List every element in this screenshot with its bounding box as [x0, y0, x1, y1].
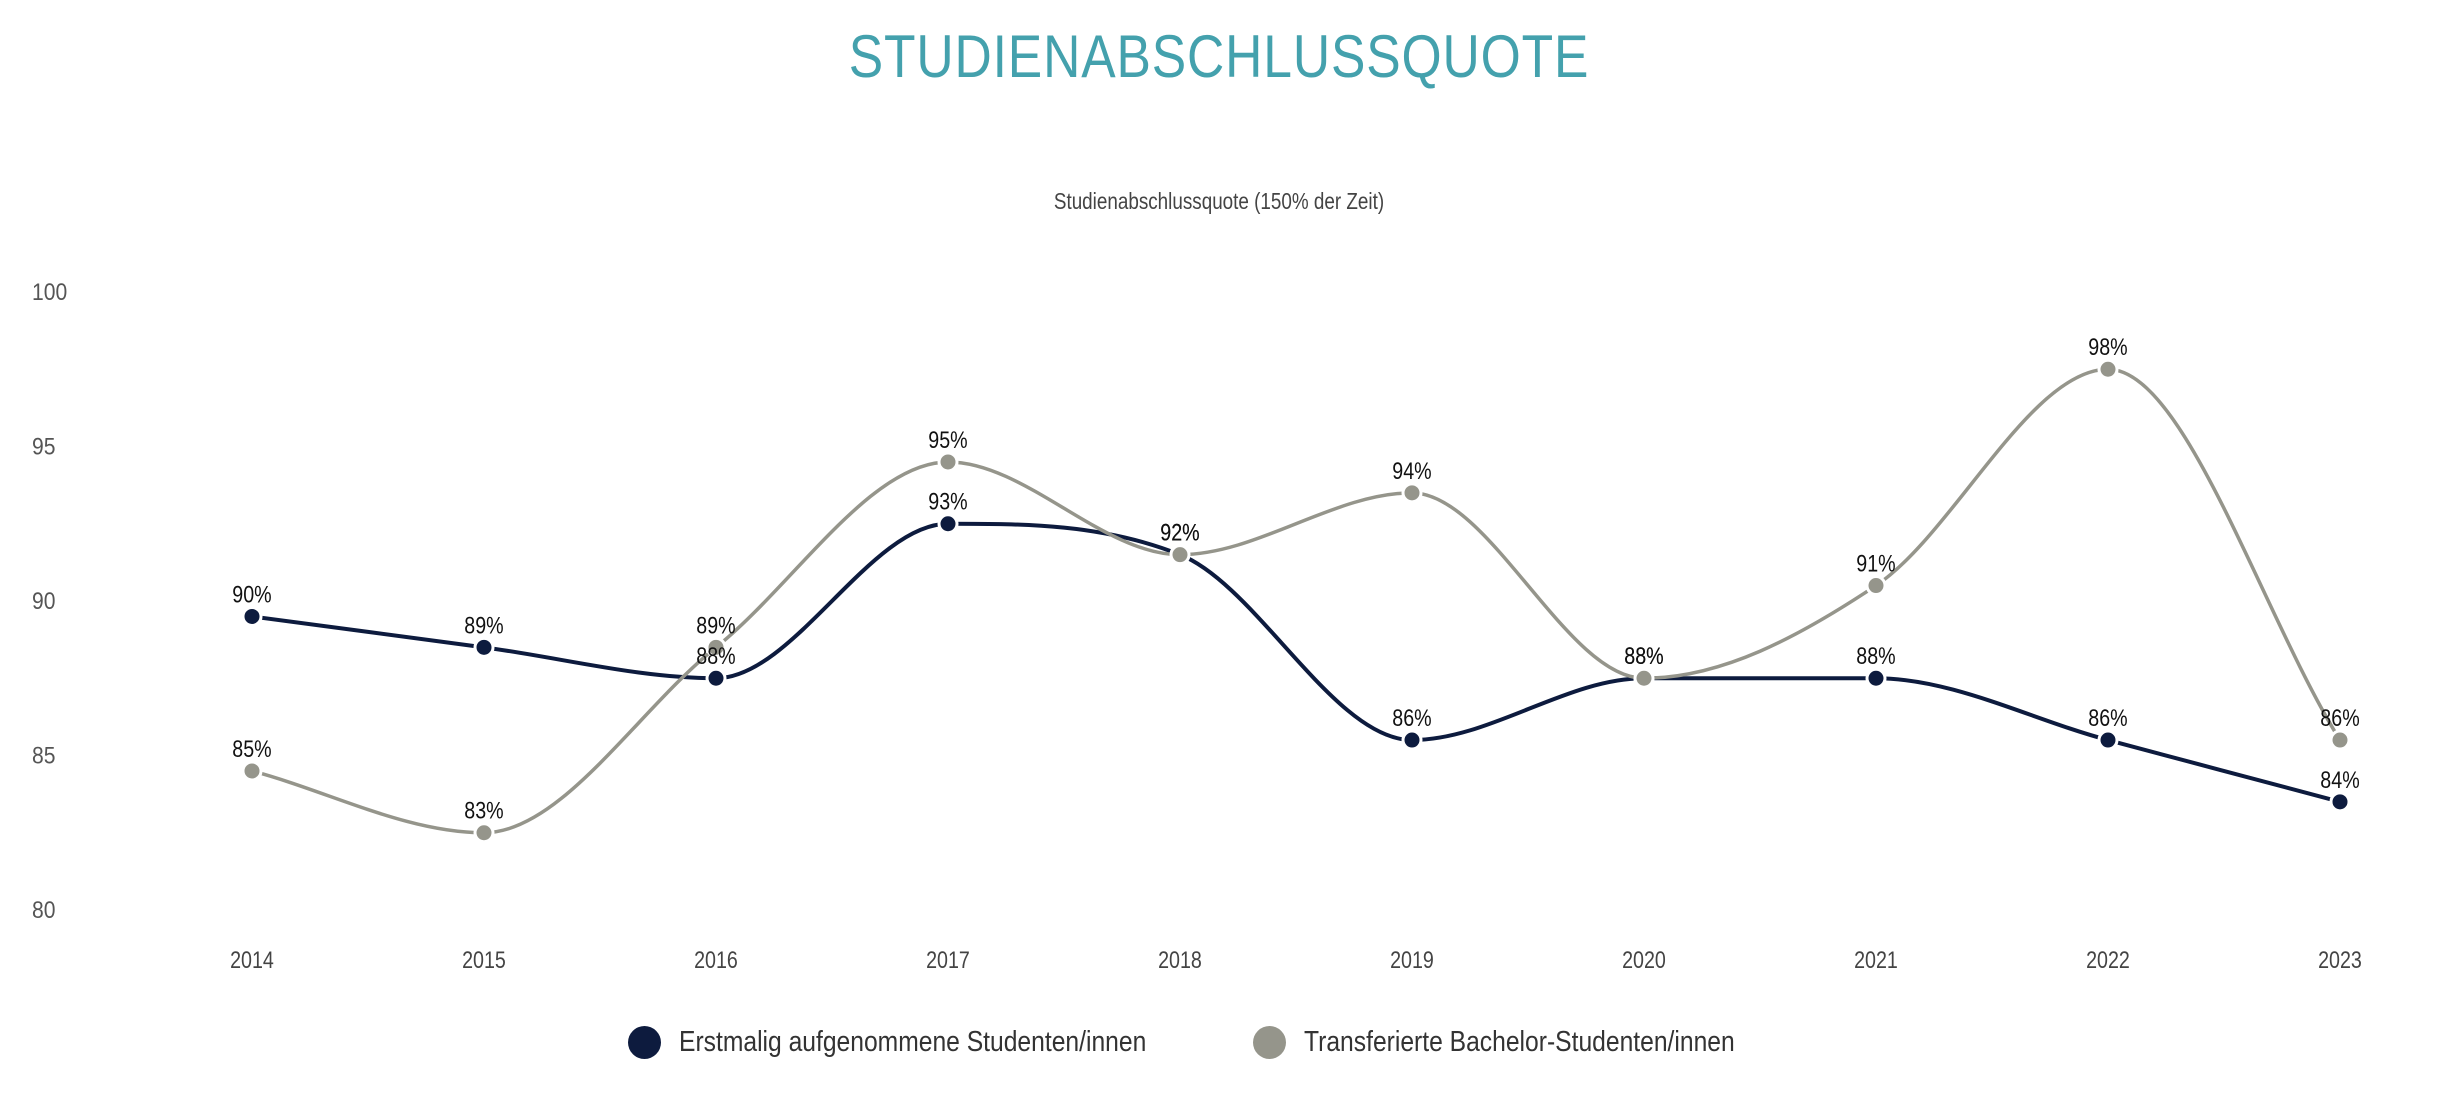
data-point-marker[interactable] [1401, 482, 1423, 504]
data-label: 95% [928, 426, 967, 453]
data-label: 88% [1856, 642, 1895, 669]
data-label: 86% [2320, 704, 2359, 731]
legend-label: Erstmalig aufgenommene Studenten/innen [678, 1026, 1147, 1058]
data-point-marker[interactable] [241, 760, 263, 782]
x-tick-label: 2018 [1158, 946, 1202, 973]
x-tick-label: 2015 [462, 946, 506, 973]
data-point-marker[interactable] [1169, 544, 1191, 566]
data-label: 83% [464, 797, 503, 824]
legend-marker-icon [627, 1026, 661, 1059]
data-labels: 90% 89% 88% 93% 92% 86% 88% 88% 86% 84% 85% 83% 89% 9… [232, 333, 2359, 824]
x-tick-label: 2014 [230, 946, 274, 973]
data-label: 89% [696, 611, 735, 638]
x-tick-label: 2020 [1622, 946, 1666, 973]
data-point-marker[interactable] [2097, 729, 2119, 751]
series-line [250, 367, 2342, 835]
y-tick-label: 95 [32, 433, 55, 460]
x-tick-label: 2016 [694, 946, 738, 973]
series-line [250, 521, 2342, 804]
y-tick-label: 90 [32, 588, 55, 615]
data-label: 92% [1160, 519, 1199, 546]
data-point-marker[interactable] [1865, 667, 1887, 689]
data-label: 89% [464, 611, 503, 638]
data-label: 93% [928, 488, 967, 515]
data-label: 88% [696, 642, 735, 669]
data-point-marker[interactable] [937, 513, 959, 535]
data-label: 85% [232, 735, 271, 762]
data-label: 94% [1392, 457, 1431, 484]
data-label: 86% [1392, 704, 1431, 731]
y-tick-label: 80 [32, 897, 55, 924]
series-transferierte [241, 358, 2351, 844]
legend-label: Transferierte Bachelor-Studenten/innen [1303, 1026, 1735, 1058]
series-erstmalig [241, 513, 2351, 813]
data-point-marker[interactable] [241, 605, 263, 627]
data-point-marker[interactable] [1401, 729, 1423, 751]
x-axis: 2014 2015 2016 2017 2018 2019 2020 2021 2022 2023 [230, 946, 2362, 973]
x-tick-label: 2019 [1390, 946, 1434, 973]
data-point-marker[interactable] [2329, 729, 2351, 751]
legend-marker-icon [1252, 1026, 1286, 1059]
data-point-marker[interactable] [2329, 791, 2351, 813]
data-point-marker[interactable] [705, 636, 727, 658]
data-point-marker[interactable] [473, 822, 495, 844]
chart-subtitle: Studienabschlussquote (150% der Zeit) [1053, 188, 1385, 214]
data-label: 98% [2088, 333, 2127, 360]
data-label: 84% [2320, 766, 2359, 793]
y-tick-label: 100 [32, 279, 67, 306]
data-label: 88% [1624, 642, 1663, 669]
data-label: 91% [1856, 550, 1895, 577]
data-label: 92% [1160, 519, 1199, 546]
x-tick-label: 2021 [1854, 946, 1898, 973]
chart-title: STUDIENABSCHLUSSQUOTE [848, 23, 1590, 90]
data-label: 86% [2088, 704, 2127, 731]
data-point-marker[interactable] [705, 667, 727, 689]
y-axis: 100 95 90 85 80 [32, 279, 67, 924]
legend-item-transferierte[interactable]: Transferierte Bachelor-Studenten/innen [1252, 1026, 1811, 1059]
series-layer [241, 358, 2351, 844]
data-point-marker[interactable] [1865, 575, 1887, 597]
x-tick-label: 2023 [2318, 946, 2362, 973]
x-tick-label: 2022 [2086, 946, 2130, 973]
data-point-marker[interactable] [2097, 358, 2119, 380]
data-point-marker[interactable] [937, 451, 959, 473]
legend: Erstmalig aufgenommene Studenten/innen T… [0, 1026, 2438, 1059]
data-point-marker[interactable] [1633, 667, 1655, 689]
data-label: 90% [232, 581, 271, 608]
data-point-marker[interactable] [473, 636, 495, 658]
x-tick-label: 2017 [926, 946, 970, 973]
data-label: 88% [1624, 642, 1663, 669]
y-tick-label: 85 [32, 742, 55, 769]
legend-item-erstmalig[interactable]: Erstmalig aufgenommene Studenten/innen [627, 1026, 1229, 1059]
